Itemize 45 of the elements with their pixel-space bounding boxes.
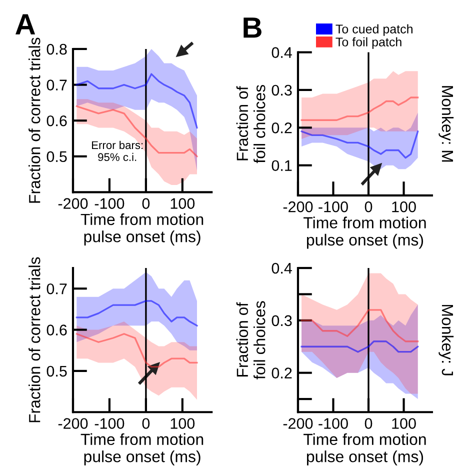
y-tick-label: 0.7: [46, 80, 67, 90]
annotation: Error bars: 95% c.i.: [92, 140, 143, 162]
legend-label: To cued patch: [336, 24, 412, 36]
y-tick-label: 0.4: [272, 47, 292, 58]
x-tick-label: 100: [392, 418, 416, 429]
y-tick-label: 0.6: [46, 115, 67, 126]
y2-axis-title: Monkey: J: [438, 304, 454, 376]
y-tick-label: 0.8: [46, 44, 67, 55]
y-axis-title: Fraction of correct trials: [28, 257, 40, 422]
x-tick-label: -200: [58, 198, 88, 209]
x-axis-title: Time from motion pulse onset (ms): [80, 213, 204, 246]
x-axis-title: Time from motion pulse onset (ms): [304, 216, 426, 249]
chart-title: A: [16, 14, 36, 34]
x-tick-label: -200: [58, 418, 88, 429]
y-axis-title: Fraction of foil choices: [236, 84, 266, 164]
y-tick-label: 0.3: [272, 315, 292, 326]
y-tick-label: 0.5: [46, 366, 67, 377]
y-tick-label: 0.2: [272, 122, 292, 134]
x-tick-label: -100: [94, 198, 124, 209]
x-tick-label: 100: [170, 198, 195, 209]
legend-label: To foil patch: [336, 37, 402, 49]
y-axis-title: Fraction of foil choices: [236, 301, 266, 380]
y-tick-label: 0.7: [46, 283, 67, 294]
chart-title: B: [244, 18, 262, 38]
y-tick-label: 0.2: [272, 368, 292, 379]
x-tick-label: -200: [283, 418, 313, 429]
x-tick-label: 0: [364, 418, 372, 429]
y2-axis-title: Monkey: M: [438, 86, 454, 162]
x-tick-label: -200: [283, 201, 313, 212]
x-tick-label: 0: [142, 198, 150, 209]
x-axis-title: Time from motion pulse onset (ms): [304, 433, 426, 466]
x-axis-title: Time from motion pulse onset (ms): [80, 433, 204, 466]
x-tick-label: -100: [94, 418, 124, 429]
x-tick-label: 0: [142, 418, 150, 429]
x-tick-label: 100: [392, 201, 416, 212]
y-axis-title: Fraction of correct trials: [28, 38, 40, 203]
y-tick-label: 0.5: [46, 151, 67, 162]
x-tick-label: 100: [170, 418, 195, 429]
y-tick-label: 0.1: [272, 160, 292, 172]
y-tick-label: 0.6: [46, 324, 67, 336]
y-tick-label: 0.4: [272, 262, 292, 274]
x-tick-label: -100: [318, 201, 348, 212]
x-tick-label: -100: [318, 418, 348, 429]
y-tick-label: 0.3: [272, 84, 292, 96]
x-tick-label: 0: [364, 201, 372, 212]
